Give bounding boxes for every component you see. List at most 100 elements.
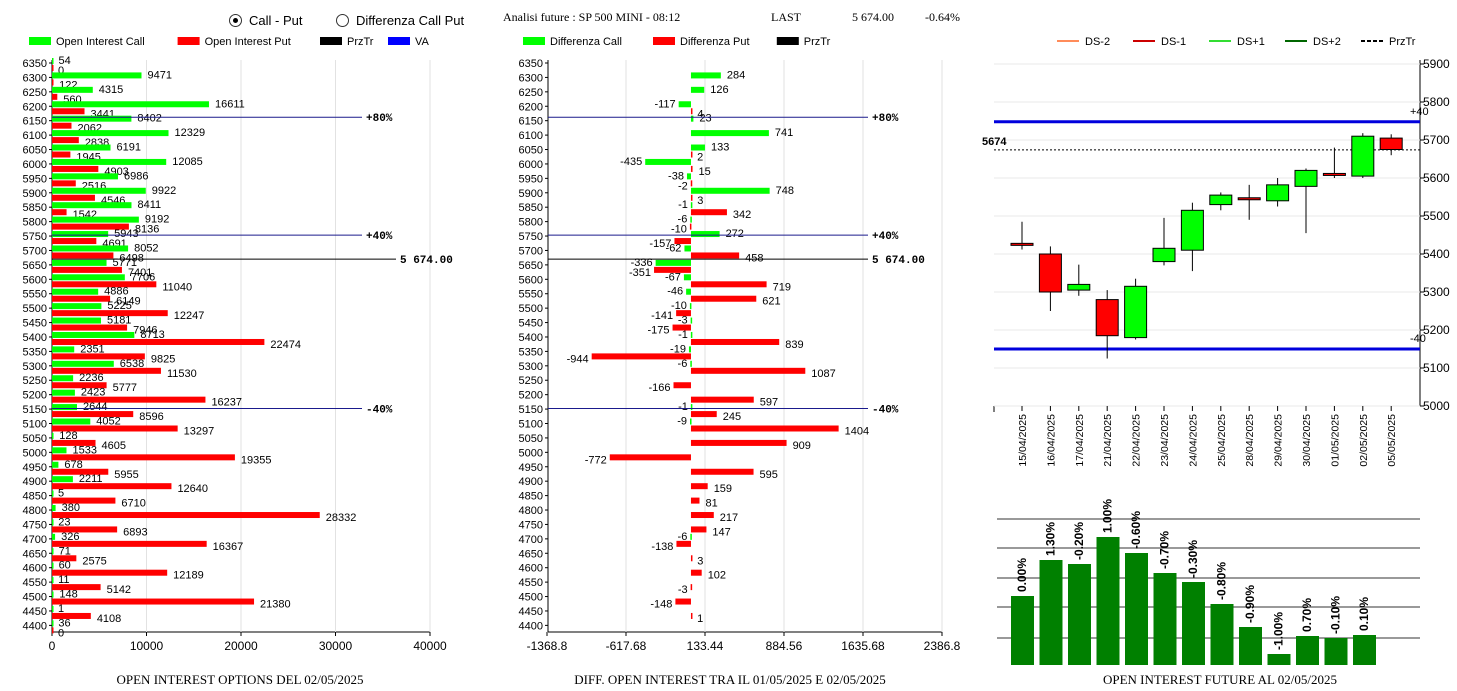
y-tick-label: 4650 bbox=[23, 548, 47, 560]
candle-date-label: 02/05/2025 bbox=[1358, 414, 1370, 467]
candle-date-label: 23/04/2025 bbox=[1159, 414, 1171, 467]
put-bar-label: -166 bbox=[648, 382, 670, 394]
put-bar bbox=[690, 180, 693, 187]
put-bar-label: 2575 bbox=[82, 555, 106, 567]
put-bar-label: 102 bbox=[708, 570, 726, 582]
y-tick-label: 4800 bbox=[23, 505, 47, 517]
call-bar-label: 9922 bbox=[152, 185, 176, 197]
legend-label-2: PrzTr bbox=[804, 36, 831, 48]
y-tick-label: 5400 bbox=[519, 332, 543, 344]
call-bar-label: 23 bbox=[58, 516, 70, 528]
radio-call-put-label: Call - Put bbox=[249, 12, 303, 28]
diff-footer: DIFF. OPEN INTEREST TRA IL 01/05/2025 E … bbox=[574, 672, 886, 687]
future-bar bbox=[1296, 636, 1319, 665]
y-tick-label: 5100 bbox=[23, 419, 47, 431]
call-bar bbox=[52, 605, 54, 612]
call-bar bbox=[52, 259, 107, 266]
call-bar bbox=[52, 562, 54, 569]
future-bar bbox=[1096, 537, 1120, 665]
put-bar bbox=[52, 324, 128, 331]
call-bar-label: -46 bbox=[667, 286, 683, 298]
future-bar-label: -0.10% bbox=[1329, 596, 1343, 634]
legend-label-0: Open Interest Call bbox=[56, 36, 145, 48]
call-bar bbox=[678, 101, 691, 108]
future-bar bbox=[1353, 635, 1376, 665]
y-tick-label: 6100 bbox=[23, 130, 47, 142]
call-bar bbox=[690, 231, 720, 238]
call-bar bbox=[52, 274, 125, 281]
put-bar-label: 0 bbox=[58, 627, 64, 639]
call-bar bbox=[52, 404, 77, 411]
y-tick-label: 4400 bbox=[23, 620, 47, 632]
put-bar-label: 909 bbox=[793, 440, 811, 452]
call-bar bbox=[689, 303, 692, 310]
call-bar bbox=[52, 548, 54, 555]
y-tick-label: 6100 bbox=[519, 130, 543, 142]
call-bar-label: 60 bbox=[59, 560, 71, 572]
put-bar bbox=[654, 266, 691, 273]
y-tick-label: 4500 bbox=[519, 592, 543, 604]
radio-differenza-dot[interactable] bbox=[336, 13, 349, 27]
put-bar bbox=[690, 468, 754, 475]
put-bar-label: 8136 bbox=[135, 224, 159, 236]
y-tick-label: 6300 bbox=[23, 72, 47, 84]
call-bar-label: -6 bbox=[678, 531, 688, 543]
call-bar bbox=[52, 490, 54, 497]
put-bar bbox=[52, 540, 207, 547]
put-bar bbox=[52, 483, 172, 490]
radio-differenza[interactable]: Differenza Call Put bbox=[336, 11, 464, 29]
put-bar bbox=[52, 151, 71, 158]
put-bar-label: 4 bbox=[697, 108, 703, 120]
radio-call-put-dot[interactable] bbox=[229, 13, 242, 27]
call-bar-label: 4886 bbox=[104, 286, 128, 298]
last-value: 5 674.00 bbox=[852, 10, 894, 24]
y-tick-label: 5000 bbox=[519, 447, 543, 459]
put-bar bbox=[52, 108, 85, 115]
future-bar bbox=[1182, 582, 1205, 665]
call-bar-label: -38 bbox=[668, 170, 684, 182]
call-bar bbox=[52, 432, 54, 439]
put-bar-label: 6710 bbox=[121, 498, 145, 510]
put-bar-label: 2 bbox=[697, 152, 703, 164]
call-bar-label: 326 bbox=[61, 531, 79, 543]
put-bar bbox=[52, 555, 77, 562]
radio-call-put[interactable]: Call - Put bbox=[229, 11, 302, 29]
y-tick-label: 5300 bbox=[23, 361, 47, 373]
put-bar bbox=[52, 165, 99, 172]
candle-date-label: 21/04/2025 bbox=[1102, 414, 1114, 467]
call-bar bbox=[686, 173, 691, 180]
call-bar-label: 678 bbox=[64, 459, 82, 471]
call-bar bbox=[52, 86, 93, 93]
put-bar bbox=[52, 137, 79, 144]
candle-body bbox=[1294, 169, 1318, 187]
y-tick-label: 5800 bbox=[23, 217, 47, 229]
call-bar-label: -3 bbox=[678, 315, 688, 327]
y-tick-label: 5100 bbox=[519, 419, 543, 431]
call-bar bbox=[690, 130, 769, 137]
y-tick-label: 5600 bbox=[23, 274, 47, 286]
call-bar bbox=[52, 101, 209, 108]
put-bar bbox=[52, 194, 95, 201]
put-bar bbox=[52, 122, 72, 129]
put-bar-label: 4605 bbox=[102, 440, 126, 452]
put-bar-label: 4108 bbox=[97, 613, 121, 625]
call-bar-label: 2644 bbox=[83, 401, 107, 413]
call-bar bbox=[690, 115, 694, 122]
call-bar-label: 5181 bbox=[107, 315, 131, 327]
call-bar bbox=[52, 58, 54, 64]
put-bar bbox=[52, 454, 235, 461]
radio-differenza-label: Differenza Call Put bbox=[356, 12, 465, 28]
put-bar bbox=[690, 194, 693, 201]
future-bar bbox=[1210, 604, 1234, 665]
call-bar-label: -9 bbox=[677, 416, 687, 428]
call-bar bbox=[690, 144, 705, 151]
candle-y-tick-label: 5400 bbox=[1423, 247, 1450, 261]
put-bar-label: 22474 bbox=[270, 339, 301, 351]
y-tick-label: 5250 bbox=[519, 375, 543, 387]
y-tick-label: 5950 bbox=[23, 173, 47, 185]
legend-label-2: PrzTr bbox=[347, 36, 374, 48]
put-bar-label: 0 bbox=[58, 65, 64, 77]
put-bar-label: -138 bbox=[651, 541, 673, 553]
put-bar bbox=[52, 411, 134, 418]
candle-legend-label-2: DS+1 bbox=[1237, 36, 1265, 48]
